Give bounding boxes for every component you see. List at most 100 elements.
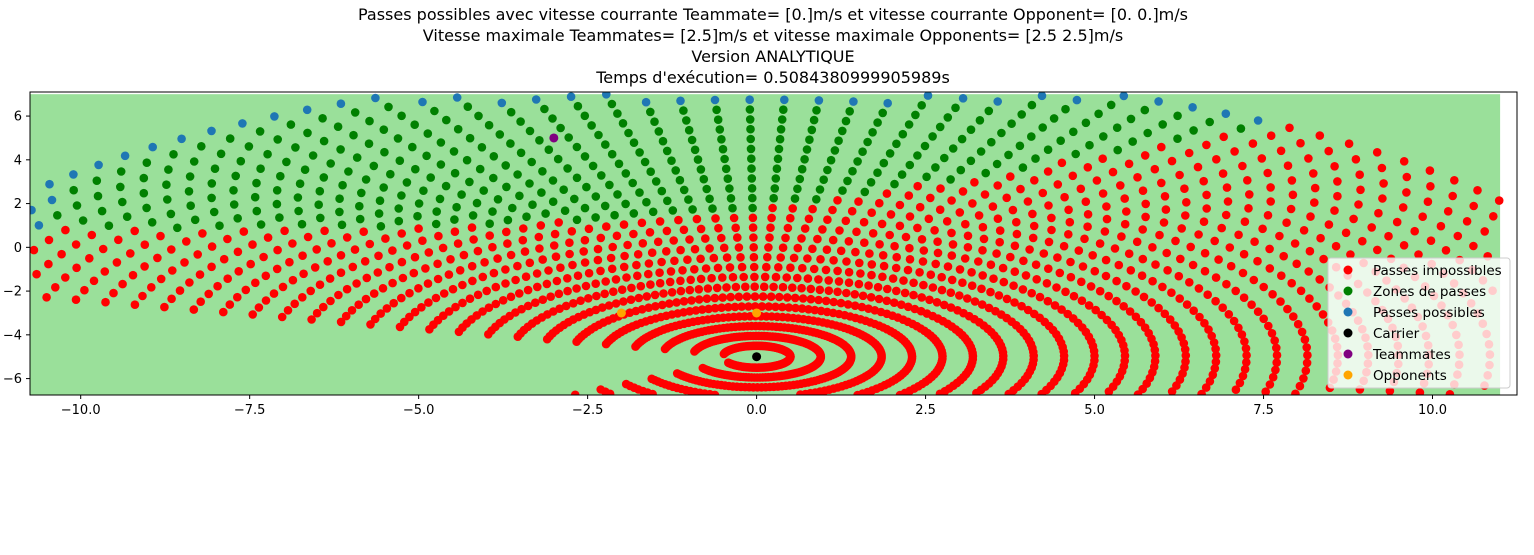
impossible-pass-point [1044, 264, 1053, 274]
pass-zone-point [687, 135, 697, 145]
impossible-pass-point [1028, 209, 1037, 219]
legend-marker [1343, 286, 1353, 296]
impossible-pass-point [439, 289, 449, 298]
impossible-pass-point [1027, 288, 1036, 298]
pass-zone-point [453, 124, 463, 134]
impossible-pass-point [458, 280, 467, 290]
pass-zone-point [640, 157, 650, 167]
pass-zone-point [723, 174, 733, 183]
impossible-pass-point [1132, 237, 1142, 247]
impossible-pass-point [1230, 147, 1239, 156]
impossible-pass-point [728, 272, 738, 282]
opponent-point [752, 308, 762, 318]
pass-zone-point [648, 207, 658, 217]
impossible-pass-point [414, 284, 423, 293]
impossible-pass-point [662, 247, 671, 256]
impossible-pass-point [676, 245, 685, 255]
impossible-pass-point [223, 234, 232, 244]
impossible-pass-point [889, 298, 899, 308]
impossible-pass-point [1138, 254, 1148, 264]
impossible-pass-point [1418, 212, 1427, 221]
impossible-pass-point [1110, 244, 1120, 253]
impossible-pass-point [277, 312, 287, 322]
impossible-pass-point [901, 232, 911, 242]
impossible-pass-point [454, 327, 464, 337]
impossible-pass-point [611, 275, 621, 284]
pass-zone-point [436, 160, 446, 169]
pass-zone-point [350, 108, 360, 117]
impossible-pass-point [251, 278, 260, 288]
impossible-pass-point [85, 253, 94, 263]
impossible-pass-point [1101, 255, 1111, 265]
pass-zone-point [624, 128, 633, 138]
impossible-pass-point [836, 246, 846, 256]
pass-zone-point [164, 165, 173, 174]
impossible-pass-point [818, 225, 827, 234]
impossible-pass-point [1399, 241, 1409, 250]
impossible-pass-point [833, 266, 842, 276]
impossible-pass-point [741, 282, 750, 292]
impossible-pass-point [1126, 266, 1136, 275]
legend-marker [1343, 265, 1353, 275]
possible-pass-point [641, 97, 651, 107]
pass-zone-point [397, 191, 406, 200]
impossible-pass-point [1029, 309, 1039, 319]
pass-zone-point [931, 163, 940, 172]
impossible-pass-point [1182, 198, 1191, 207]
pass-zone-point [913, 151, 922, 160]
impossible-pass-point [385, 262, 394, 272]
pass-zone-point [635, 188, 644, 197]
impossible-pass-point [822, 245, 832, 254]
impossible-pass-point [910, 304, 920, 314]
impossible-pass-point [1211, 351, 1221, 360]
impossible-pass-point [450, 227, 460, 236]
impossible-pass-point [310, 263, 320, 272]
impossible-pass-point [395, 322, 405, 332]
impossible-pass-point [1081, 197, 1091, 206]
impossible-pass-point [703, 284, 713, 293]
impossible-pass-point [195, 270, 205, 279]
pass-zone-point [315, 186, 325, 196]
impossible-pass-point [900, 288, 910, 298]
pass-zone-point [522, 212, 531, 221]
impossible-pass-point [1116, 181, 1125, 190]
pass-zone-point [116, 167, 126, 176]
impossible-pass-point [1167, 288, 1176, 298]
impossible-pass-point [1453, 231, 1463, 241]
impossible-pass-point [679, 297, 689, 306]
impossible-pass-point [448, 284, 458, 294]
impossible-pass-point [421, 264, 430, 273]
impossible-pass-point [1160, 192, 1170, 201]
impossible-pass-point [1141, 212, 1150, 222]
impossible-pass-point [1122, 207, 1131, 216]
impossible-pass-point [988, 202, 998, 211]
impossible-pass-point [1077, 277, 1086, 287]
impossible-pass-point [1200, 248, 1210, 258]
pass-zone-point [715, 125, 725, 134]
impossible-pass-point [1088, 251, 1097, 260]
impossible-pass-point [1287, 176, 1297, 185]
impossible-pass-point [290, 299, 300, 309]
pass-zone-point [488, 207, 497, 216]
impossible-pass-point [816, 306, 826, 316]
impossible-pass-point [350, 245, 360, 254]
impossible-pass-point [1010, 267, 1020, 277]
impossible-pass-point [1066, 272, 1076, 282]
pass-zone-point [397, 111, 406, 121]
pass-zone-point [559, 185, 568, 194]
y-tick-label: −2 [3, 285, 22, 300]
impossible-pass-point [702, 294, 712, 304]
possible-pass-point [94, 160, 103, 170]
impossible-pass-point [1373, 245, 1382, 255]
pass-zone-point [300, 165, 310, 174]
impossible-pass-point [459, 250, 469, 260]
pass-zone-point [858, 147, 867, 156]
impossible-pass-point [749, 262, 759, 272]
impossible-pass-point [248, 310, 257, 319]
impossible-pass-point [425, 325, 434, 334]
impossible-pass-point [1170, 321, 1180, 330]
impossible-pass-point [126, 249, 135, 258]
impossible-pass-point [1312, 302, 1321, 311]
impossible-pass-point [1238, 161, 1247, 171]
pass-zone-point [775, 134, 785, 144]
